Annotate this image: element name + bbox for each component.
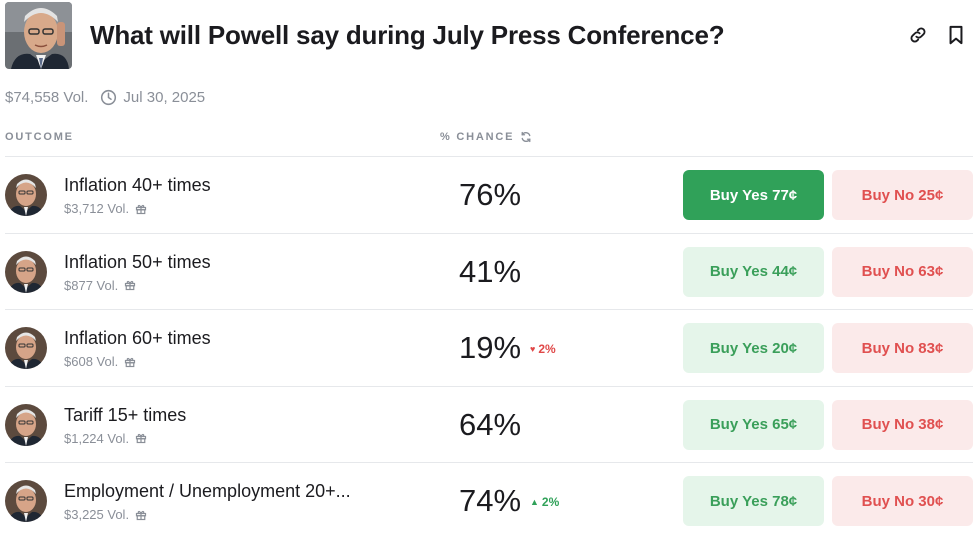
outcome-name: Inflation 40+ times <box>64 175 211 195</box>
link-icon[interactable] <box>907 24 929 46</box>
gift-icon[interactable] <box>124 356 136 368</box>
buy-no-button[interactable]: Buy No 25¢ <box>832 170 973 220</box>
outcome-row[interactable]: Employment / Unemployment 20+... $3,225 … <box>5 462 973 537</box>
outcome-row[interactable]: Inflation 50+ times $877 Vol. 41% Buy Ye… <box>5 232 973 310</box>
avatar <box>5 403 47 446</box>
outcome-volume: $608 Vol. <box>64 354 136 369</box>
bookmark-icon[interactable] <box>945 24 967 46</box>
gift-icon[interactable] <box>135 509 147 521</box>
outcome-volume: $3,712 Vol. <box>64 201 147 216</box>
chance-header-label: % CHANCE <box>440 131 515 143</box>
outcome-list: Inflation 40+ times $3,712 Vol. 76% Buy … <box>5 156 973 537</box>
outcome-row[interactable]: Tariff 15+ times $1,224 Vol. 64% Buy Yes… <box>5 385 973 463</box>
buy-yes-button[interactable]: Buy Yes 44¢ <box>683 246 824 297</box>
outcome-name: Tariff 15+ times <box>64 404 187 425</box>
outcome-chance: 19% <box>459 330 522 365</box>
avatar <box>5 327 47 369</box>
outcome-name: Inflation 60+ times <box>64 328 211 348</box>
outcome-volume-text: $608 Vol. <box>64 354 119 369</box>
delta-value: 2% <box>541 495 560 509</box>
buy-yes-button[interactable]: Buy Yes 20¢ <box>683 323 824 373</box>
buy-yes-button[interactable]: Buy Yes 65¢ <box>683 399 824 450</box>
gift-icon[interactable] <box>135 432 147 444</box>
outcome-name: Employment / Unemployment 20+... <box>64 481 351 501</box>
avatar <box>5 174 47 216</box>
outcome-chance: 41% <box>459 253 522 289</box>
outcome-volume-text: $877 Vol. <box>64 277 119 293</box>
triangle-up-icon: ▲ <box>530 497 539 507</box>
event-thumbnail <box>5 2 72 69</box>
outcome-chance: 74% <box>459 483 522 518</box>
outcome-volume: $877 Vol. <box>64 278 136 293</box>
avatar <box>5 480 47 522</box>
buy-no-button[interactable]: Buy No 30¢ <box>832 476 973 526</box>
gift-icon[interactable] <box>124 279 136 291</box>
event-title: What will Powell say during July Press C… <box>90 20 725 50</box>
outcome-chance: 76% <box>459 177 522 212</box>
outcome-row[interactable]: Inflation 60+ times $608 Vol. 19% ♥ 2% B… <box>5 309 973 386</box>
outcome-volume: $1,224 Vol. <box>64 431 147 446</box>
chance-column-header: % CHANCE <box>440 131 532 143</box>
buy-yes-button[interactable]: Buy Yes 77¢ <box>683 170 824 220</box>
clock-icon <box>100 89 117 106</box>
chance-delta: ▲ 2% <box>530 495 559 509</box>
outcome-volume-text: $3,225 Vol. <box>64 507 130 522</box>
buy-no-button[interactable]: Buy No 63¢ <box>832 246 973 297</box>
outcome-row[interactable]: Inflation 40+ times $3,712 Vol. 76% Buy … <box>5 156 973 233</box>
outcome-name: Inflation 50+ times <box>64 251 211 272</box>
chance-delta: ♥ 2% <box>530 342 556 356</box>
buy-no-button[interactable]: Buy No 38¢ <box>832 399 973 450</box>
buy-no-button[interactable]: Buy No 83¢ <box>832 323 973 373</box>
delta-value: 2% <box>538 342 556 356</box>
event-header: What will Powell say during July Press C… <box>5 2 971 70</box>
event-volume: $74,558 Vol. <box>5 88 89 106</box>
outcome-volume: $3,225 Vol. <box>64 507 147 522</box>
outcome-chance: 64% <box>459 406 522 442</box>
event-date: Jul 30, 2025 <box>123 88 206 106</box>
refresh-icon[interactable] <box>520 131 532 143</box>
outcome-column-header: OUTCOME <box>5 131 74 143</box>
outcome-volume-text: $1,224 Vol. <box>64 430 130 446</box>
outcome-volume-text: $3,712 Vol. <box>64 201 130 216</box>
event-meta: $74,558 Vol. Jul 30, 2025 <box>5 87 205 107</box>
avatar <box>5 250 47 293</box>
heart-down-icon: ♥ <box>530 344 536 354</box>
gift-icon[interactable] <box>135 203 147 215</box>
buy-yes-button[interactable]: Buy Yes 78¢ <box>683 476 824 526</box>
